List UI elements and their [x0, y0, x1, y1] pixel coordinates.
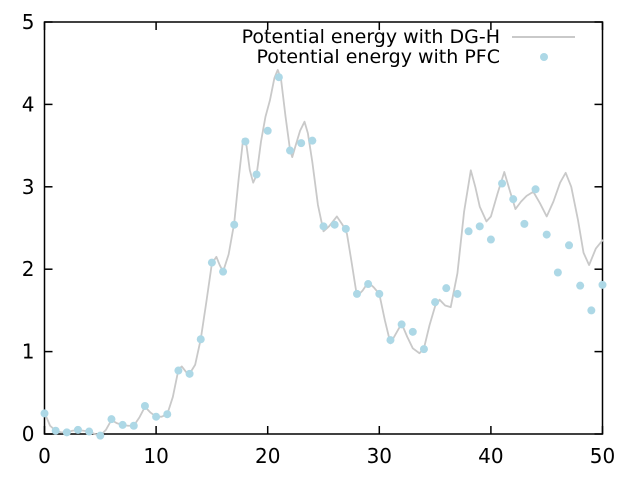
x-tick-label: 20 [255, 444, 280, 468]
pfc-point [531, 185, 540, 194]
pfc-point [230, 220, 239, 229]
axes [43, 21, 604, 435]
pfc-point [453, 289, 462, 298]
x-tick-label: 30 [367, 444, 392, 468]
pfc-point [352, 289, 361, 298]
tick-labels: 0 10 20 30 40 50 0 1 2 3 4 5 [22, 10, 615, 468]
y-tick-label: 1 [22, 340, 35, 364]
x-tick-label: 0 [38, 444, 51, 468]
y-tick-label: 2 [22, 257, 35, 281]
y-tick-label: 4 [22, 92, 35, 116]
pfc-point [475, 222, 484, 231]
pfc-point [62, 428, 71, 437]
pfc-point [140, 401, 149, 410]
pfc-point [330, 220, 339, 229]
plot-border [43, 21, 604, 435]
pfc-point [308, 136, 317, 145]
pfc-point [286, 146, 295, 155]
pfc-point [442, 284, 451, 293]
pfc-point [464, 227, 473, 236]
pfc-point [51, 426, 60, 435]
pfc-point [40, 409, 49, 418]
y-tick-label: 5 [22, 10, 35, 34]
pfc-point [553, 268, 562, 277]
x-tick-label: 40 [478, 444, 503, 468]
pfc-point [118, 420, 127, 429]
pfc-point [219, 267, 228, 276]
y-tick-label: 3 [22, 175, 35, 199]
pfc-point [486, 235, 495, 244]
pfc-point [196, 335, 205, 344]
pfc-point [565, 241, 574, 250]
pfc-point [598, 280, 607, 289]
x-tick-label: 50 [590, 444, 615, 468]
pfc-point [252, 170, 261, 179]
pfc-point [163, 410, 172, 419]
pfc-point [85, 427, 94, 436]
pfc-point [498, 179, 507, 188]
pfc-point [185, 369, 194, 378]
pfc-point [587, 306, 596, 315]
pfc-point [297, 139, 306, 148]
pfc-point [263, 126, 272, 135]
pfc-points [40, 73, 607, 440]
pfc-point [129, 421, 138, 430]
pfc-point [341, 224, 350, 233]
pfc-point [107, 415, 116, 424]
pfc-point [96, 431, 105, 440]
pfc-point [386, 336, 395, 345]
pfc-point [73, 425, 82, 434]
pfc-point [431, 298, 440, 307]
pfc-point [408, 327, 417, 336]
pfc-point [397, 320, 406, 329]
dgh-line [43, 68, 604, 437]
pfc-point [509, 195, 518, 204]
pfc-point [174, 366, 183, 375]
pfc-point [319, 222, 328, 231]
pfc-point [419, 345, 428, 354]
pfc-point [207, 258, 216, 267]
pfc-point [364, 280, 373, 289]
pfc-point [576, 281, 585, 290]
pfc-point [152, 412, 161, 421]
y-tick-label: 0 [22, 422, 35, 446]
pfc-point [542, 230, 551, 239]
pfc-point [241, 137, 250, 146]
pfc-point [375, 289, 384, 298]
x-tick-label: 10 [143, 444, 168, 468]
pfc-point [520, 219, 529, 228]
pfc-point [274, 73, 283, 82]
